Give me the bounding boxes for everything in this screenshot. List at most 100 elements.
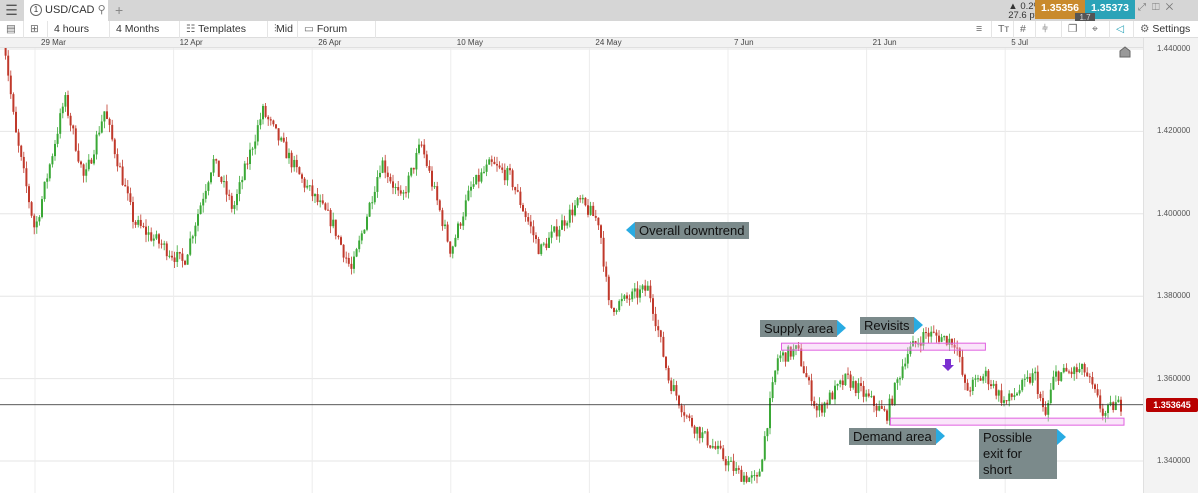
candle-body	[319, 200, 322, 203]
forum-button[interactable]: ▭ Forum	[298, 21, 376, 38]
price-tick-label: 1.400000	[1157, 208, 1191, 218]
sell-button[interactable]: 1.35356	[1035, 0, 1085, 19]
settings-button[interactable]: ⚙ Settings	[1134, 21, 1198, 38]
callout-demand-area: Demand area	[849, 428, 945, 445]
candle-body	[844, 373, 847, 386]
candle-body	[828, 392, 831, 405]
candle-body	[501, 167, 504, 170]
expand-icon[interactable]: ⤢	[1138, 2, 1152, 13]
candle-body	[449, 241, 452, 254]
candle-body	[134, 221, 137, 225]
candle-body	[756, 475, 758, 477]
candle-body	[454, 237, 457, 247]
price-tick-label: 1.340000	[1157, 456, 1191, 465]
candle-body	[246, 163, 249, 165]
price-axis[interactable]: 1.440000 1.420000 1.400000 1.380000 1.360000…	[1143, 38, 1198, 493]
candle-body	[696, 427, 699, 434]
candle-body	[888, 398, 891, 421]
candle-body	[826, 402, 829, 405]
date-tick-label: 10 May	[456, 38, 484, 47]
candle-body	[961, 356, 964, 375]
candle-body	[802, 366, 805, 374]
search-icon[interactable]: ⚲	[97, 4, 106, 16]
candle-body	[527, 217, 530, 222]
candle-body	[194, 225, 197, 237]
candle-body	[397, 187, 400, 191]
candle-body	[425, 154, 428, 166]
candle-body	[919, 343, 922, 346]
candle-body	[719, 445, 722, 449]
date-tick-label: 21 Jun	[872, 38, 897, 47]
templates-button[interactable]: ☷ Templates	[180, 21, 268, 38]
popout-icon[interactable]: ◫	[1152, 2, 1166, 13]
candle-body	[540, 244, 543, 255]
candle-body	[230, 195, 233, 209]
candlestick-chart[interactable]	[0, 48, 1143, 493]
candle-body	[792, 348, 795, 357]
candle-body	[657, 326, 660, 331]
candle-body	[1052, 376, 1055, 390]
candle-body	[1068, 371, 1070, 373]
home-marker-icon[interactable]	[1119, 46, 1131, 58]
buy-button[interactable]: 1.35373	[1085, 0, 1135, 19]
candle-body	[977, 378, 979, 380]
interval-select[interactable]: 4 hours	[48, 21, 110, 38]
tab-usdcad[interactable]: 1 USD/CAD ⚲	[24, 0, 108, 21]
candle-body	[355, 249, 358, 257]
candle-body	[113, 139, 116, 155]
candle-body	[152, 238, 155, 241]
grid-icon[interactable]: #	[1014, 21, 1036, 38]
candle-body	[810, 380, 813, 402]
candle-body	[316, 194, 319, 203]
candle-body	[298, 167, 301, 175]
layout-icon[interactable]: ⊞	[24, 21, 48, 38]
candle-body	[334, 219, 337, 236]
candle-body	[410, 167, 413, 176]
candle-body	[249, 149, 251, 165]
hamburger-icon[interactable]: ☰	[5, 2, 18, 18]
candle-body	[987, 370, 990, 385]
candle-body	[1083, 364, 1086, 373]
candle-body	[818, 404, 821, 411]
close-icon[interactable]: ✕	[1165, 2, 1180, 13]
align-icon[interactable]: ≡	[970, 21, 992, 38]
candle-body	[225, 181, 228, 195]
candle-body	[896, 379, 899, 383]
candle-body	[706, 431, 709, 446]
price-type-button[interactable]: Mid	[270, 21, 298, 38]
callout-possible-exit: Possible exit for short	[979, 429, 1066, 479]
candle-body	[535, 235, 537, 239]
candle-body	[337, 235, 340, 238]
candle-body	[165, 243, 168, 257]
candle-body	[467, 190, 470, 201]
candle-body	[350, 263, 353, 269]
plus-icon[interactable]: +	[115, 2, 124, 18]
candle-body	[459, 223, 462, 226]
font-icon[interactable]: Tт	[992, 21, 1014, 38]
indicator-icon[interactable]: ⫩	[1036, 21, 1062, 38]
candle-body	[293, 159, 296, 168]
candle-body	[392, 181, 394, 188]
candle-body	[490, 159, 493, 162]
price-type-icon[interactable]: ⫶	[274, 23, 277, 35]
tag-icon[interactable]: ◁	[1110, 21, 1134, 38]
crosshair-icon[interactable]: ⌖	[1086, 21, 1110, 38]
candle-body	[111, 124, 114, 140]
candle-body	[379, 172, 381, 178]
candle-body	[438, 200, 441, 211]
candle-body	[992, 383, 995, 387]
list-icon[interactable]: ▤	[0, 21, 24, 38]
range-select[interactable]: 4 Months	[110, 21, 180, 38]
candle-body	[59, 113, 62, 134]
candle-body	[693, 426, 696, 434]
candle-body	[288, 152, 290, 159]
candle-body	[761, 459, 764, 472]
candle-body	[451, 246, 454, 254]
candle-body	[966, 382, 969, 391]
candle-body	[633, 288, 636, 292]
candle-body	[615, 310, 618, 312]
candle-body	[483, 171, 485, 173]
copy-icon[interactable]: ❐	[1062, 21, 1086, 38]
candle-body	[646, 285, 649, 291]
candle-body	[415, 152, 418, 170]
